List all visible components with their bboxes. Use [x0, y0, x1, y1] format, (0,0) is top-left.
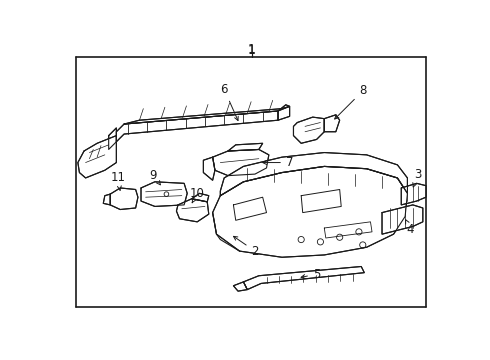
Polygon shape: [109, 128, 117, 149]
Polygon shape: [203, 157, 215, 180]
Text: 3: 3: [413, 168, 422, 187]
Polygon shape: [233, 282, 247, 291]
Text: 2: 2: [234, 237, 259, 258]
Polygon shape: [324, 115, 340, 132]
Polygon shape: [124, 105, 290, 124]
Polygon shape: [192, 193, 209, 202]
Text: 11: 11: [110, 171, 125, 190]
Text: 7: 7: [263, 156, 294, 169]
Polygon shape: [176, 199, 209, 222]
Polygon shape: [244, 266, 365, 289]
Polygon shape: [78, 136, 117, 178]
Text: 10: 10: [190, 187, 205, 203]
Polygon shape: [103, 194, 110, 205]
Text: 1: 1: [248, 43, 256, 56]
Text: 6: 6: [220, 83, 238, 121]
Text: 4: 4: [406, 220, 414, 236]
Polygon shape: [110, 188, 138, 210]
Polygon shape: [141, 182, 187, 206]
Text: 1: 1: [248, 44, 256, 57]
Polygon shape: [401, 183, 426, 205]
Polygon shape: [220, 153, 408, 195]
Text: 8: 8: [335, 85, 367, 119]
Polygon shape: [213, 149, 269, 176]
Polygon shape: [278, 106, 290, 120]
Polygon shape: [382, 205, 423, 234]
Polygon shape: [228, 143, 263, 151]
Polygon shape: [294, 117, 324, 143]
Text: 5: 5: [301, 268, 320, 281]
Polygon shape: [117, 111, 278, 142]
Polygon shape: [213, 166, 408, 257]
Text: 9: 9: [149, 169, 160, 185]
